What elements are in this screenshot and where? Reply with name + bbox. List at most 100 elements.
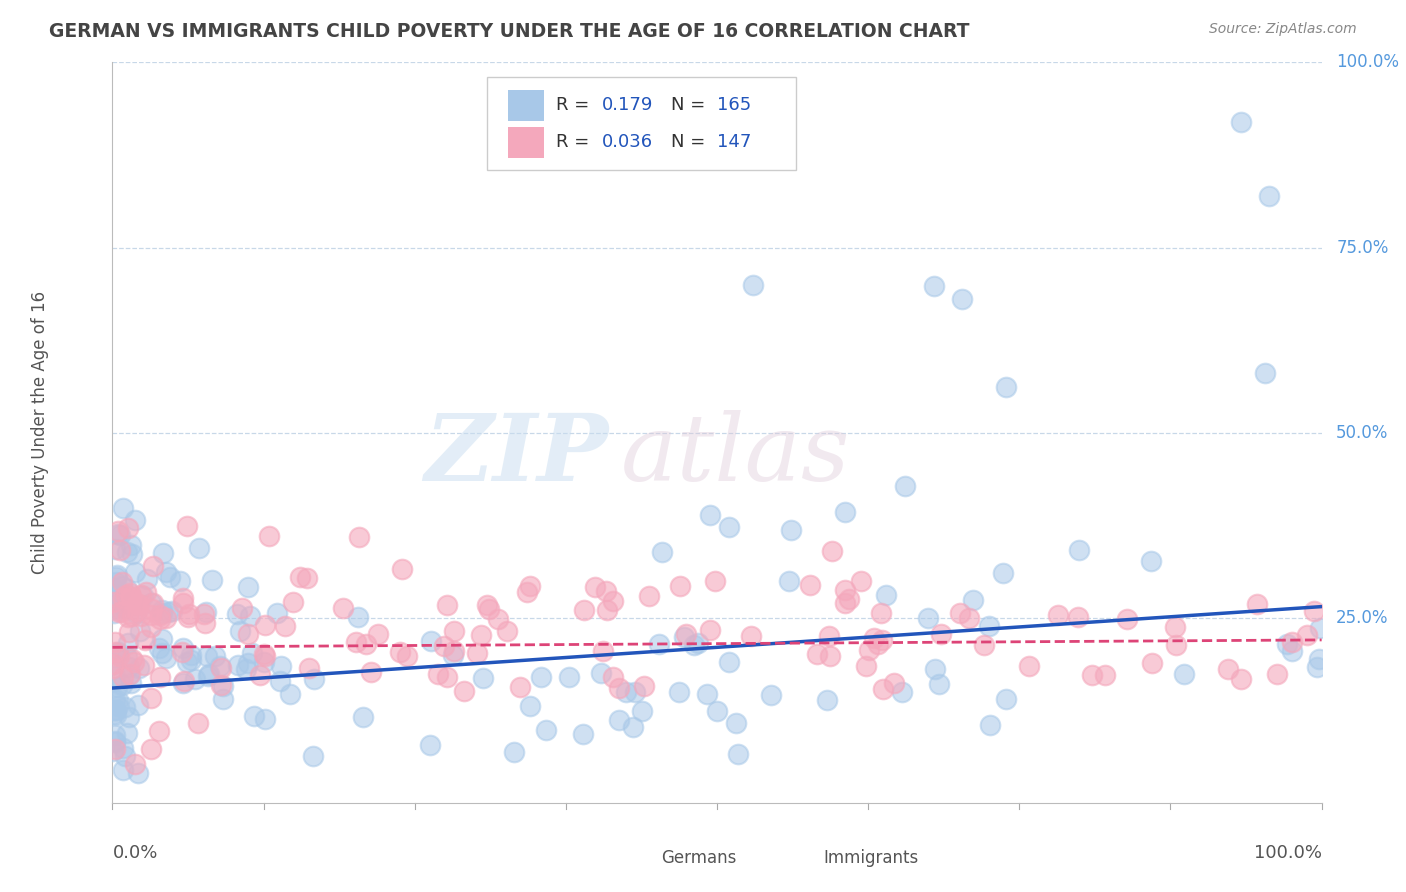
- Point: [103, 734, 125, 748]
- Point: [103, 706, 125, 721]
- Point: [226, 607, 249, 621]
- Point: [858, 643, 880, 657]
- Bar: [626, 850, 661, 866]
- Point: [718, 655, 741, 669]
- Text: Source: ZipAtlas.com: Source: ZipAtlas.com: [1209, 22, 1357, 37]
- Point: [110, 579, 132, 593]
- Point: [717, 520, 740, 534]
- Bar: [790, 850, 824, 866]
- Text: 75.0%: 75.0%: [1336, 238, 1389, 257]
- Point: [834, 505, 856, 519]
- Point: [1164, 639, 1187, 653]
- Point: [177, 609, 200, 624]
- Point: [135, 585, 157, 599]
- Point: [302, 672, 325, 686]
- Point: [104, 692, 127, 706]
- Point: [1067, 543, 1090, 558]
- Point: [1140, 656, 1163, 670]
- Point: [103, 657, 125, 671]
- Point: [127, 604, 149, 618]
- Bar: [508, 127, 544, 158]
- Point: [107, 698, 129, 713]
- Point: [105, 568, 128, 582]
- Text: ZIP: ZIP: [425, 409, 609, 500]
- Point: [139, 608, 162, 623]
- Point: [396, 648, 419, 663]
- Point: [391, 562, 413, 576]
- Point: [669, 579, 692, 593]
- Point: [141, 742, 163, 756]
- Point: [1246, 597, 1268, 611]
- Point: [509, 680, 531, 694]
- Point: [519, 579, 541, 593]
- Point: [949, 606, 972, 620]
- Point: [591, 665, 613, 680]
- Point: [1018, 659, 1040, 673]
- Point: [1046, 608, 1069, 623]
- Point: [118, 659, 141, 673]
- Point: [111, 740, 134, 755]
- Point: [152, 546, 174, 560]
- Point: [134, 658, 156, 673]
- Point: [128, 660, 150, 674]
- Point: [249, 668, 271, 682]
- Point: [536, 723, 558, 738]
- Point: [354, 637, 377, 651]
- Point: [124, 655, 146, 669]
- Point: [834, 596, 856, 610]
- Point: [139, 596, 162, 610]
- Text: Germans: Germans: [661, 849, 737, 867]
- Point: [103, 703, 125, 717]
- Point: [212, 692, 235, 706]
- Point: [651, 545, 673, 559]
- Point: [115, 650, 138, 665]
- Point: [120, 676, 142, 690]
- Text: R =: R =: [557, 96, 595, 114]
- Point: [209, 660, 232, 674]
- Point: [1173, 666, 1195, 681]
- Point: [1140, 554, 1163, 568]
- Point: [148, 641, 170, 656]
- Point: [683, 638, 706, 652]
- Point: [114, 749, 136, 764]
- Point: [883, 676, 905, 690]
- Text: 0.0%: 0.0%: [112, 844, 157, 862]
- Point: [815, 693, 838, 707]
- Point: [193, 607, 215, 622]
- Point: [172, 640, 194, 655]
- Point: [104, 728, 127, 742]
- Point: [104, 742, 127, 756]
- Point: [759, 688, 782, 702]
- Bar: [508, 90, 544, 121]
- Point: [893, 479, 915, 493]
- Point: [1296, 628, 1319, 642]
- Point: [1309, 621, 1331, 635]
- Point: [150, 603, 173, 617]
- Point: [1257, 188, 1279, 202]
- Point: [107, 649, 129, 664]
- Point: [120, 538, 142, 552]
- Point: [155, 566, 177, 580]
- Point: [180, 653, 202, 667]
- Point: [443, 644, 465, 658]
- Point: [110, 605, 132, 619]
- Point: [344, 635, 367, 649]
- Point: [602, 594, 624, 608]
- Point: [274, 619, 297, 633]
- Point: [979, 718, 1001, 732]
- Point: [240, 646, 263, 660]
- Point: [778, 574, 800, 588]
- Point: [121, 652, 143, 666]
- Text: N =: N =: [671, 96, 711, 114]
- Point: [194, 606, 217, 620]
- Point: [1308, 652, 1330, 666]
- Point: [891, 685, 914, 699]
- Point: [922, 278, 945, 293]
- Point: [243, 708, 266, 723]
- Point: [108, 597, 131, 611]
- Point: [149, 607, 172, 622]
- Point: [929, 626, 952, 640]
- Point: [183, 672, 205, 686]
- Point: [115, 545, 138, 559]
- Point: [583, 580, 606, 594]
